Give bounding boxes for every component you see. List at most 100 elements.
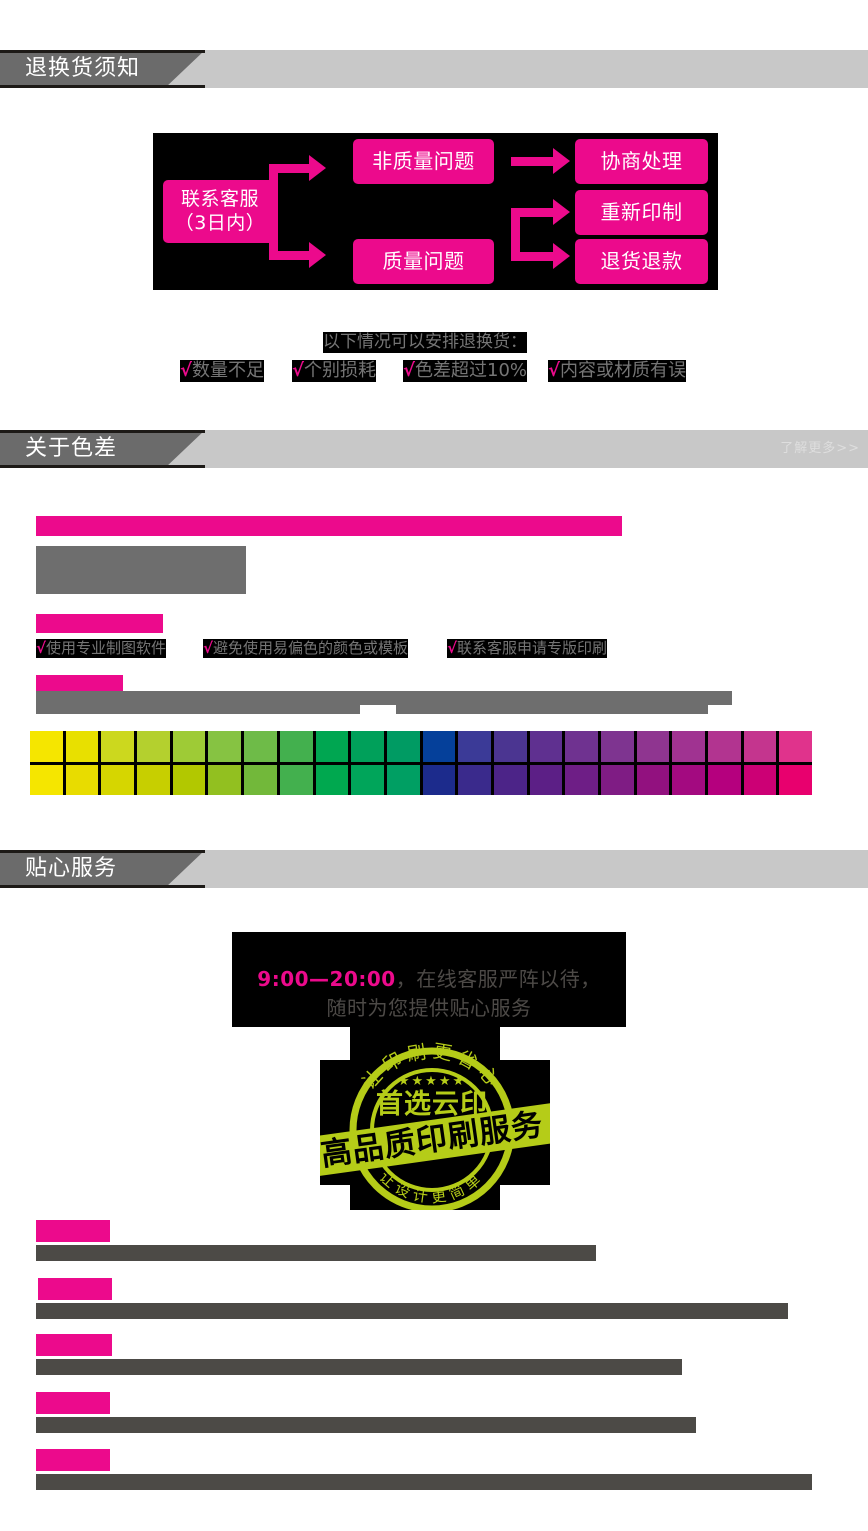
swatch-cell — [101, 731, 135, 762]
section-header-returns: 退换货须知 — [0, 50, 868, 88]
swatch-column — [244, 731, 277, 795]
color-tip-1-label: 避免使用易偏色的颜色或模板 — [213, 639, 409, 657]
swatch-cell — [565, 764, 598, 795]
returns-note-item-1: √个别损耗 — [292, 360, 377, 382]
header-tab-shape — [0, 850, 205, 888]
swatch-cell — [422, 731, 456, 762]
flow-node-quality: 质量问题 — [353, 239, 494, 284]
swatch-column — [601, 731, 634, 795]
color-tip-2-label: 联系客服申请专版印刷 — [457, 639, 608, 657]
swatch-column — [672, 731, 706, 795]
swatch-column — [208, 731, 242, 795]
swatch-cell — [315, 731, 349, 762]
swatch-cell — [279, 731, 313, 762]
check-icon: √ — [36, 639, 47, 657]
swatch-column — [422, 731, 456, 795]
seal-center-text: 首选云印 — [376, 1088, 488, 1120]
check-icon: √ — [548, 360, 561, 381]
swatch-column — [315, 731, 349, 795]
header-rule-bottom — [0, 885, 205, 888]
swatch-cell — [386, 764, 420, 795]
returns-note-item-3: √内容或材质有误 — [548, 360, 687, 382]
swatch-cell — [137, 731, 170, 762]
seal-banner-bg — [320, 1103, 550, 1177]
returns-note-item-0-label: 数量不足 — [192, 360, 265, 381]
swatch-desc-bar-3 — [396, 705, 708, 714]
swatch-cell — [137, 764, 170, 795]
flow-node-non-quality: 非质量问题 — [353, 139, 494, 184]
swatch-column — [708, 731, 741, 795]
swatch-cell — [601, 764, 634, 795]
service-hours-rest: ，在线客服严阵以待， 随时为您提供贴心服务 — [326, 967, 601, 1020]
color-swatch-grid — [30, 731, 813, 795]
swatch-column — [743, 731, 777, 795]
flow-arrow-split-bottom-head — [309, 242, 326, 268]
flow-arrow-split-top-head — [309, 155, 326, 181]
check-icon: √ — [292, 360, 305, 381]
flow-arrow-quality-bottom-head — [553, 243, 570, 269]
section-header-service: 贴心服务 — [0, 850, 868, 888]
swatch-cell — [779, 764, 813, 795]
swatch-cell — [315, 764, 349, 795]
flow-node-reprint: 重新印制 — [575, 190, 708, 235]
swatch-cell — [208, 731, 242, 762]
returns-note-item-1-label: 个别损耗 — [304, 360, 377, 381]
service-item-4-body — [36, 1474, 812, 1490]
section-title-returns: 退换货须知 — [25, 56, 141, 81]
service-item-4-title — [36, 1449, 110, 1471]
section-title-service: 贴心服务 — [25, 856, 118, 881]
swatch-cell — [636, 731, 670, 762]
flow-arrow-split-bottom-line — [269, 251, 311, 260]
swatch-cell — [386, 731, 420, 762]
swatch-cell — [493, 731, 527, 762]
swatch-cell — [779, 731, 813, 762]
color-heading-bar — [36, 516, 622, 536]
flow-arrow-split-stem — [269, 164, 278, 260]
check-icon: √ — [203, 639, 214, 657]
flow-arrow-straight-head — [553, 148, 570, 174]
swatch-cell — [565, 731, 598, 762]
flow-arrow-quality-top-line — [511, 208, 555, 217]
header-rule-bottom — [0, 465, 205, 468]
header-rule-top — [0, 850, 205, 853]
quality-seal: 让印刷更省心 让设计更简单 ★★★★★ 首选云印 高品质印刷服务 — [320, 1020, 550, 1210]
returns-note-item-2-label: 色差超过10% — [415, 360, 528, 381]
swatch-column — [493, 731, 527, 795]
swatch-column — [172, 731, 206, 795]
swatch-column — [101, 731, 135, 795]
service-hours-range: 9:00—20:00 — [257, 967, 396, 991]
swatch-cell — [101, 764, 135, 795]
color-tip-0-label: 使用专业制图软件 — [46, 639, 167, 657]
service-item-3-body — [36, 1417, 696, 1433]
check-icon: √ — [180, 360, 193, 381]
swatch-column — [458, 731, 491, 795]
swatch-cell — [672, 764, 706, 795]
swatch-column — [351, 731, 384, 795]
swatch-cell — [458, 764, 491, 795]
header-rule-top — [0, 50, 205, 53]
flow-arrow-split-top-line — [269, 164, 311, 173]
swatch-column — [636, 731, 670, 795]
flow-arrow-quality-stem — [511, 208, 520, 261]
flow-node-negotiate: 协商处理 — [575, 139, 708, 184]
swatch-cell — [30, 764, 63, 795]
swatch-cell — [636, 764, 670, 795]
color-paragraph-block — [36, 546, 246, 594]
service-item-0-title — [36, 1220, 110, 1242]
swatch-cell — [458, 731, 491, 762]
flow-node-refund: 退货退款 — [575, 239, 708, 284]
service-item-2-body — [36, 1359, 682, 1375]
swatch-cell — [422, 764, 456, 795]
header-rule-top — [0, 430, 205, 433]
learn-more-link[interactable]: 了解更多>> — [780, 441, 860, 456]
returns-note-item-2: √色差超过10% — [403, 360, 528, 382]
flow-arrow-straight-line — [511, 157, 555, 166]
service-hours-text: 9:00—20:00，在线客服严阵以待， 随时为您提供贴心服务 — [232, 932, 626, 1027]
swatch-cell — [529, 731, 563, 762]
swatch-column — [137, 731, 170, 795]
swatch-cell — [65, 764, 99, 795]
service-item-3-title — [36, 1392, 110, 1414]
section-header-color: 关于色差 了解更多>> — [0, 430, 868, 468]
header-tab-shape — [0, 50, 205, 88]
returns-note-heading: 以下情况可以安排退换货： — [323, 332, 527, 353]
